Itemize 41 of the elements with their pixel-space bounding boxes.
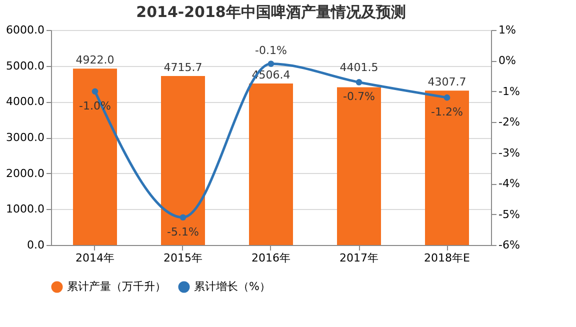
chart-title: 2014-2018年中国啤酒产量情况及预测 (136, 3, 406, 21)
data-label: 4922.0 (76, 54, 114, 67)
y-tick-label: 6000.0 (6, 24, 44, 36)
y-tick-label: 4000.0 (6, 95, 44, 108)
bar (425, 90, 469, 245)
y2-tick-label: -1% (498, 84, 520, 98)
legend-label: 累计产量（万千升） (67, 280, 166, 293)
data-label: -5.1% (167, 225, 199, 238)
x-tick-label: 2016年 (252, 252, 290, 264)
bar (249, 84, 293, 245)
x-tick-label: 2014年 (76, 252, 114, 264)
bar (337, 87, 381, 245)
data-label: 4307.7 (428, 76, 466, 89)
y-tick-label: 0.0 (27, 238, 44, 252)
y-tick-label: 5000.0 (6, 59, 44, 72)
x-tick-label: 2017年 (340, 252, 378, 264)
data-label: -1.2% (431, 106, 463, 119)
y2-tick-label: 1% (498, 24, 516, 36)
point (92, 88, 98, 95)
x-tick-label: 2015年 (164, 252, 202, 264)
point (180, 214, 186, 221)
y-tick-label: 2000.0 (6, 166, 44, 180)
data-label: -0.7% (343, 90, 375, 104)
y-tick-label: 3000.0 (6, 131, 44, 144)
legend-label: 累计增长（%） (194, 280, 270, 293)
data-label: 4401.5 (340, 61, 378, 74)
point (444, 94, 450, 101)
point (268, 60, 274, 67)
bar (73, 68, 117, 245)
y2-tick-label: -6% (498, 238, 520, 252)
y2-tick-label: -3% (498, 146, 520, 160)
point (356, 79, 362, 86)
bar (161, 76, 205, 245)
y2-tick-label: -2% (498, 116, 520, 129)
y2-tick-label: -5% (498, 208, 520, 221)
y2-tick-label: 0% (498, 54, 516, 68)
data-label: -0.1% (255, 44, 287, 57)
y2-tick-label: -4% (498, 177, 520, 190)
data-label: 4715.7 (164, 61, 202, 74)
y-tick-label: 1000.0 (6, 202, 44, 216)
x-tick-label: 2018年E (424, 252, 470, 264)
